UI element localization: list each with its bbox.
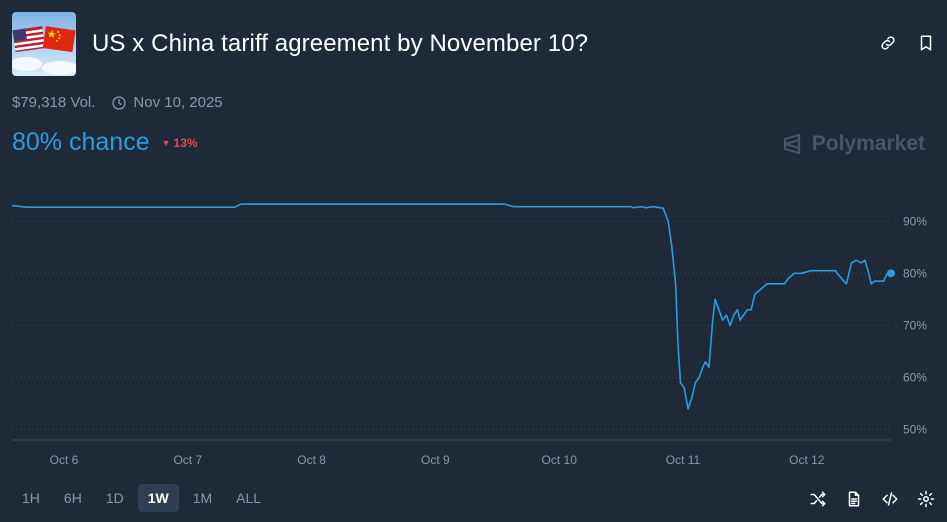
x-tick-label: Oct 6 [50, 453, 79, 467]
volume-text: $79,318 Vol. [12, 94, 96, 111]
chance-row: 80% chance ▼ 13% [12, 128, 198, 157]
chart-controls: 1H 6H 1D 1W 1M ALL [12, 484, 935, 516]
range-6h-button[interactable]: 6H [63, 490, 82, 506]
market-meta: $79,318 Vol. Nov 10, 2025 [12, 94, 223, 111]
chart-tools [809, 490, 935, 508]
market-title: US x China tariff agreement by November … [92, 30, 589, 57]
x-tick-label: Oct 11 [666, 453, 701, 467]
market-header: US x China tariff agreement by November … [12, 12, 935, 76]
y-tick-label: 70% [903, 318, 927, 332]
down-triangle-icon: ▼ [161, 137, 171, 148]
chance-label: 80% chance [12, 128, 150, 156]
bookmark-icon[interactable] [917, 34, 935, 52]
us-china-flags-icon[interactable] [12, 12, 76, 76]
time-range-selector: 1H 6H 1D 1W 1M ALL [12, 484, 935, 512]
x-tick-label: Oct 10 [542, 453, 578, 467]
end-date-text: Nov 10, 2025 [133, 94, 223, 111]
x-tick-label: Oct 7 [173, 453, 202, 467]
y-tick-label: 80% [903, 266, 927, 280]
code-icon[interactable] [881, 490, 899, 508]
range-1w-button[interactable]: 1W [137, 484, 179, 512]
price-series-line [11, 203, 891, 410]
polymarket-mark-icon [783, 133, 800, 155]
x-tick-label: Oct 12 [789, 453, 825, 467]
y-tick-label: 50% [903, 423, 927, 437]
chance-delta: ▼ 13% [162, 136, 198, 150]
x-tick-label: Oct 8 [297, 453, 326, 467]
clock-icon [112, 95, 127, 110]
price-chart[interactable]: 90% 80% 70% 60% 50% Oct 6 Oct 7 Oct 8 Oct 9 Oct 1… [0, 170, 947, 470]
document-icon[interactable] [845, 490, 863, 508]
y-tick-label: 60% [903, 371, 927, 385]
gear-icon[interactable] [917, 490, 935, 508]
link-icon[interactable] [879, 34, 897, 52]
chance-delta-value: 13% [173, 135, 198, 150]
polymarket-logo: Polymarket [780, 132, 925, 156]
y-tick-label: 90% [903, 214, 927, 228]
shuffle-icon[interactable] [809, 490, 827, 508]
x-tick-label: Oct 9 [421, 453, 450, 467]
chart-svg[interactable]: 90% 80% 70% 60% 50% Oct 6 Oct 7 Oct 8 Oct 9 Oct 1… [0, 170, 947, 470]
current-value-dot [887, 269, 895, 278]
end-date: Nov 10, 2025 [111, 94, 223, 111]
range-1d-button[interactable]: 1D [105, 490, 124, 506]
brand-name: Polymarket [811, 132, 925, 155]
range-all-button[interactable]: ALL [236, 490, 262, 506]
range-1h-button[interactable]: 1H [22, 490, 40, 506]
range-1m-button[interactable]: 1M [192, 490, 213, 506]
